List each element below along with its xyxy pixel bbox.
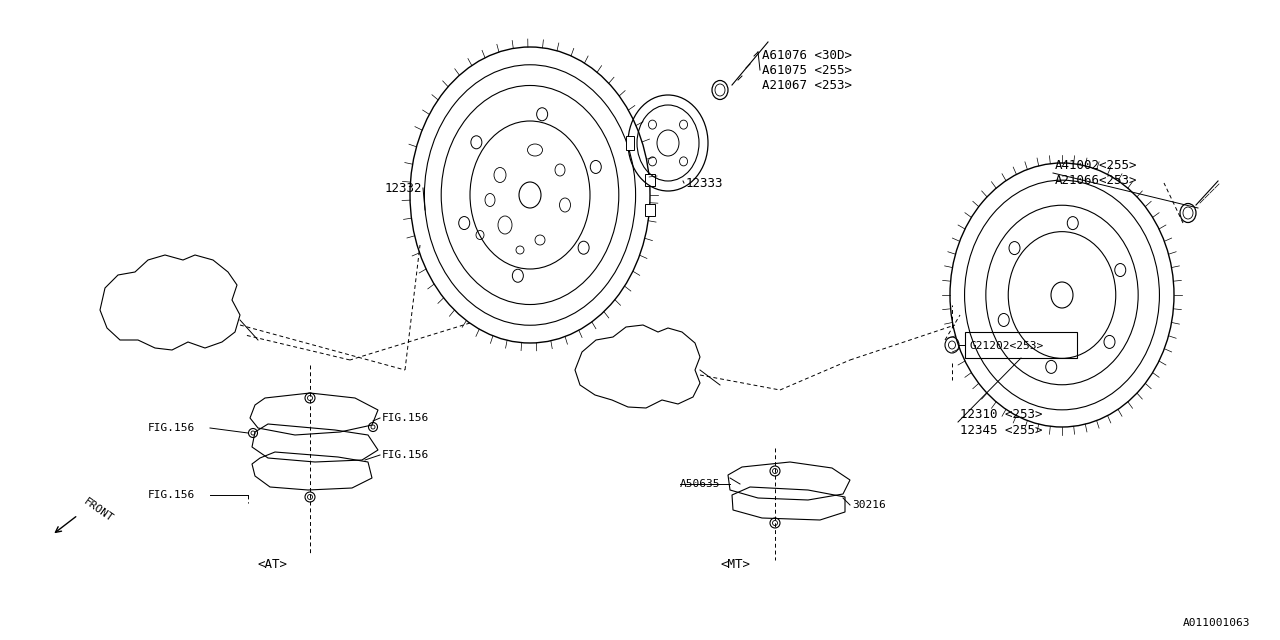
Text: A21067 <253>: A21067 <253> — [762, 79, 852, 92]
Text: G21202<253>: G21202<253> — [969, 341, 1043, 351]
Bar — [965, 332, 1076, 358]
Text: A50635: A50635 — [680, 479, 721, 489]
Text: 12332: 12332 — [385, 182, 422, 195]
Text: 30216: 30216 — [852, 500, 886, 510]
Bar — [626, 136, 634, 150]
Text: FIG.156: FIG.156 — [381, 450, 429, 460]
Text: 12333: 12333 — [686, 177, 723, 189]
Text: FIG.156: FIG.156 — [148, 490, 196, 500]
Bar — [645, 174, 655, 186]
Text: A21066<253>: A21066<253> — [1055, 173, 1138, 186]
Text: 12345 <255>: 12345 <255> — [960, 424, 1042, 436]
Bar — [645, 204, 655, 216]
Text: FRONT: FRONT — [82, 496, 115, 524]
Text: 12310 <253>: 12310 <253> — [960, 408, 1042, 422]
Text: <AT>: <AT> — [257, 559, 287, 572]
Text: A61075 <255>: A61075 <255> — [762, 63, 852, 77]
Text: FIG.156: FIG.156 — [148, 423, 196, 433]
Text: A41002<255>: A41002<255> — [1055, 159, 1138, 172]
Text: A011001063: A011001063 — [1183, 618, 1251, 628]
Text: FIG.156: FIG.156 — [381, 413, 429, 423]
Text: A61076 <30D>: A61076 <30D> — [762, 49, 852, 61]
Text: <MT>: <MT> — [721, 559, 750, 572]
